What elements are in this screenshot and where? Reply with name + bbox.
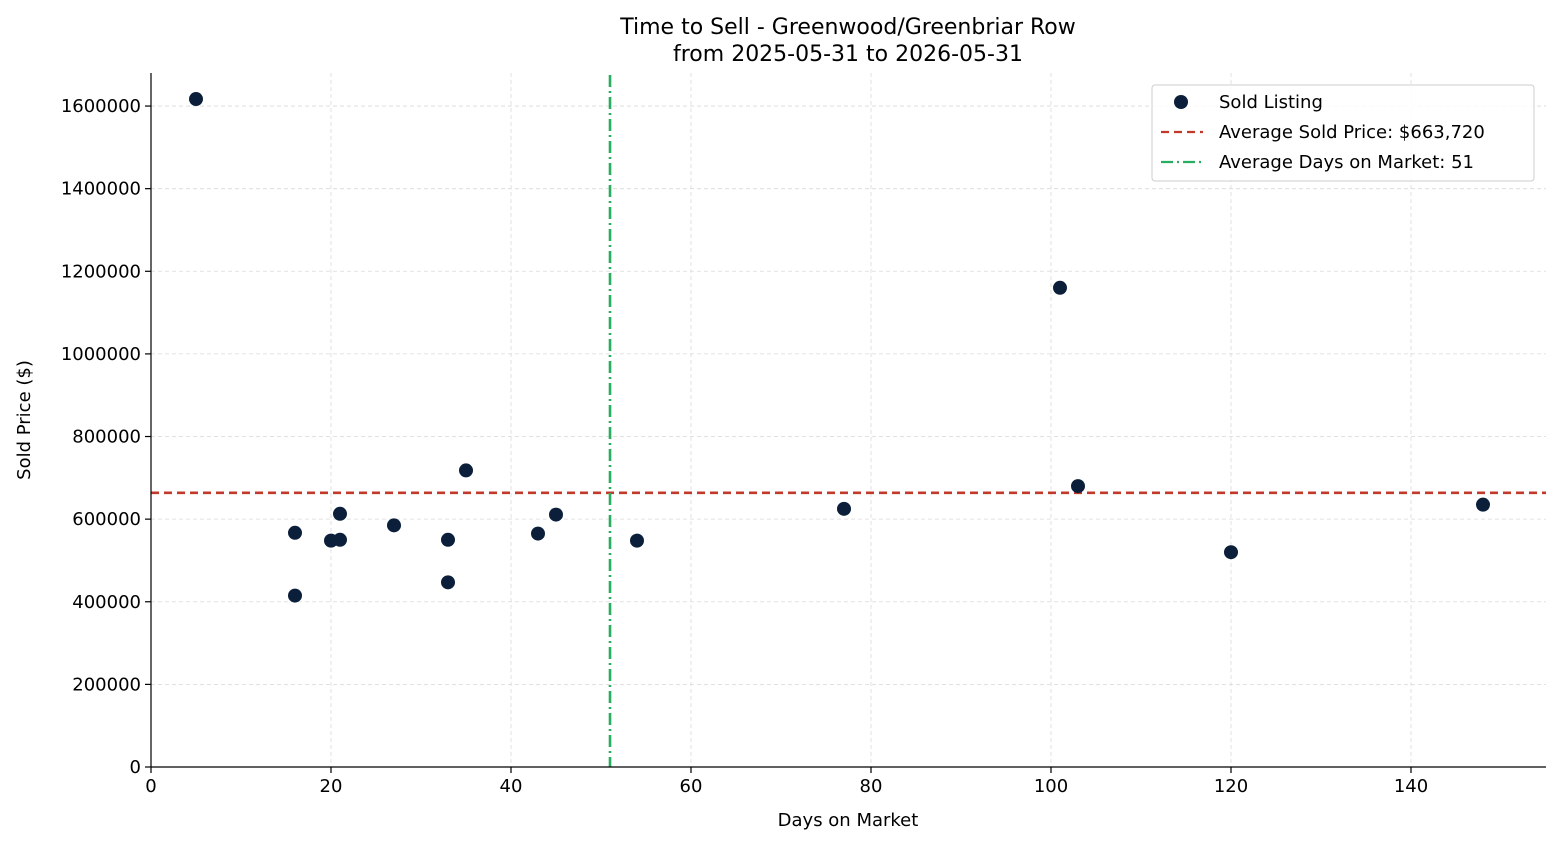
legend-box: [1151, 84, 1535, 182]
x-tick-label: 40: [500, 776, 523, 797]
data-points: [189, 92, 1490, 603]
y-tick-label: 1600000: [61, 96, 141, 117]
sold-listing-point: [459, 463, 473, 478]
sold-listing-point: [1476, 497, 1490, 512]
sold-listing-point: [441, 575, 455, 590]
x-tick-label: 0: [145, 776, 156, 797]
y-tick-label: 1200000: [61, 261, 141, 282]
x-tick-label: 140: [1394, 776, 1428, 797]
sold-listing-point: [189, 92, 203, 107]
x-tick-label: 120: [1214, 776, 1248, 797]
legend: Sold Listing Average Sold Price: $663,72…: [1151, 84, 1535, 182]
sold-listing-point: [333, 532, 347, 547]
y-tick-label: 1400000: [61, 179, 141, 200]
sold-listing-point: [549, 507, 563, 522]
sold-listing-point: [1053, 280, 1067, 295]
sold-listing-point: [837, 501, 851, 516]
legend-marker-sold-listing: [1174, 95, 1188, 109]
reference-lines: [151, 75, 1546, 767]
sold-listing-point: [387, 518, 401, 533]
x-tick-label: 60: [680, 776, 703, 797]
sold-listing-point: [333, 506, 347, 521]
y-tick-label: 200000: [72, 674, 141, 695]
legend-label-average-days: Average Days on Market: 51: [1219, 152, 1474, 173]
legend-label-average-price: Average Sold Price: $663,720: [1219, 122, 1485, 143]
y-tick-label: 1000000: [61, 344, 141, 365]
chart-title-line1: Time to Sell - Greenwood/Greenbriar Row: [619, 15, 1076, 40]
legend-label-sold-listing: Sold Listing: [1219, 92, 1323, 113]
x-axis-label: Days on Market: [778, 810, 919, 831]
x-tick-label: 20: [320, 776, 343, 797]
chart-title-line2: from 2025-05-31 to 2026-05-31: [673, 42, 1023, 67]
y-axis-label: Sold Price ($): [14, 360, 35, 480]
sold-listing-point: [441, 532, 455, 547]
y-tick-label: 800000: [72, 427, 141, 448]
x-tick-label: 100: [1034, 776, 1068, 797]
x-tick-label: 80: [860, 776, 883, 797]
sold-listing-point: [288, 525, 302, 540]
sold-listing-point: [1224, 545, 1238, 560]
x-axis-ticks: 0 20 40 60 80 100 120 140: [145, 767, 1428, 797]
y-tick-label: 0: [130, 757, 141, 778]
sold-listing-point: [531, 526, 545, 541]
sold-listing-point: [630, 533, 644, 548]
sold-listing-point: [1071, 479, 1085, 494]
sold-listing-point: [288, 588, 302, 603]
y-axis-ticks: 0 200000 400000 600000 800000 1000000 1200000 1…: [61, 96, 151, 778]
y-tick-label: 400000: [72, 592, 141, 613]
y-tick-label: 600000: [72, 509, 141, 530]
